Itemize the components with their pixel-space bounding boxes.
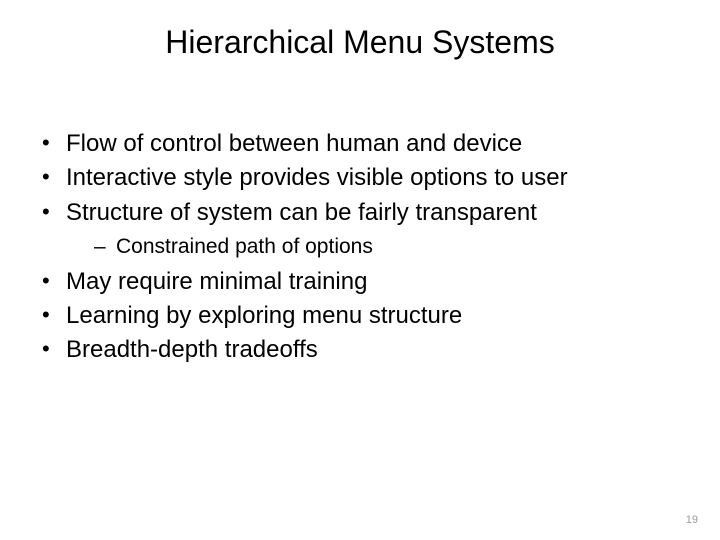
bullet-item: Breadth-depth tradeoffs — [36, 334, 680, 366]
bullet-sublist: Constrained path of options — [66, 233, 680, 261]
slide: Hierarchical Menu Systems Flow of contro… — [0, 0, 720, 540]
slide-title: Hierarchical Menu Systems — [0, 24, 720, 61]
slide-body: Flow of control between human and device… — [36, 128, 680, 369]
bullet-item: Interactive style provides visible optio… — [36, 162, 680, 194]
bullet-item: May require minimal training — [36, 266, 680, 298]
bullet-list: Flow of control between human and device… — [36, 128, 680, 367]
bullet-item: Learning by exploring menu structure — [36, 300, 680, 332]
page-number: 19 — [686, 514, 698, 526]
bullet-item: Structure of system can be fairly transp… — [36, 197, 680, 262]
bullet-item: Flow of control between human and device — [36, 128, 680, 160]
bullet-text: Structure of system can be fairly transp… — [66, 199, 537, 226]
bullet-subitem: Constrained path of options — [94, 233, 680, 261]
